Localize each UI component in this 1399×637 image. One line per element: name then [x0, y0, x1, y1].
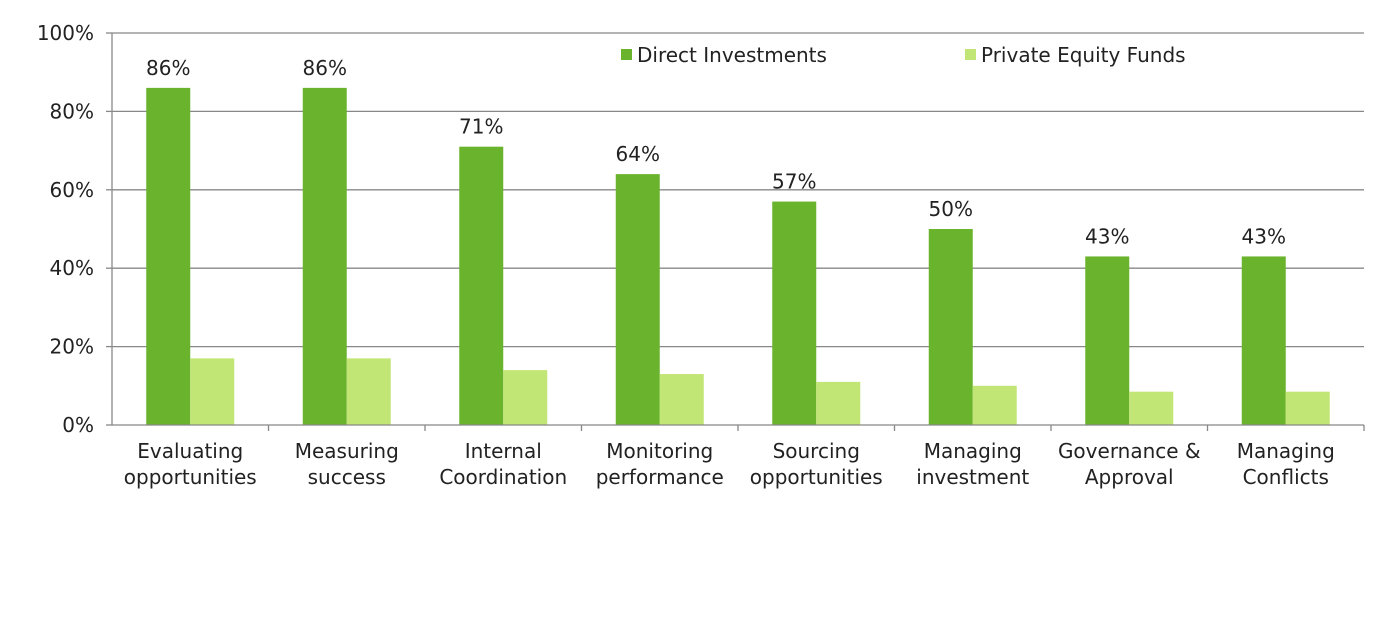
legend-swatch-direct-investments [621, 49, 632, 60]
bar-direct-investments [615, 174, 660, 425]
x-category-label: Internal Coordination [439, 439, 567, 489]
bar-private-equity-funds [346, 358, 391, 425]
gridlines [112, 32, 1364, 348]
bar-direct-investments [146, 87, 191, 425]
x-category-label-line: Managing [1237, 439, 1335, 463]
x-category-label: Managing investment [916, 439, 1029, 489]
y-tick-label: 80% [50, 99, 94, 123]
x-category-label: Governance & Approval [1058, 439, 1201, 489]
x-category-label: Measuring success [295, 439, 399, 489]
bar-private-equity-funds [190, 358, 235, 425]
bar-private-equity-funds [816, 381, 861, 425]
y-tick-label: 40% [50, 256, 94, 280]
x-category-label-line: opportunities [124, 465, 257, 489]
data-label: 57% [772, 170, 816, 194]
x-category-label-line: Evaluating [137, 439, 243, 463]
legend-label-private-equity-funds: Private Equity Funds [981, 43, 1186, 67]
x-category-label-line: Coordination [439, 465, 567, 489]
x-category-label: Sourcing opportunities [750, 439, 883, 489]
data-label: 43% [1085, 224, 1129, 248]
bar-direct-investments [1085, 256, 1130, 425]
y-tick-label: 100% [37, 21, 94, 45]
x-category-label: Managing Conflicts [1237, 439, 1335, 489]
legend-swatch-private-equity-funds [965, 49, 976, 60]
legend: Direct Investments Private Equity Funds [621, 43, 1186, 67]
data-label: 50% [929, 197, 973, 221]
bar-direct-investments [302, 87, 347, 425]
x-category-label-line: Governance & [1058, 439, 1201, 463]
axes [111, 33, 1365, 431]
data-label: 43% [1242, 224, 1286, 248]
data-label: 64% [616, 142, 660, 166]
bar-direct-investments [1241, 256, 1286, 425]
bar-direct-investments [459, 146, 504, 425]
x-category-label-line: opportunities [750, 465, 883, 489]
x-category-label-line: Approval [1085, 465, 1174, 489]
x-category-label: Evaluating opportunities [124, 439, 257, 489]
x-category-label: Monitoring performance [596, 439, 724, 489]
data-label: 86% [303, 56, 347, 80]
bar-private-equity-funds [503, 370, 548, 425]
data-labels: 86% 86% 71% 64% 57% 50% 43% 43% [146, 56, 1286, 249]
data-label: 86% [146, 56, 190, 80]
x-category-label-line: Conflicts [1243, 465, 1329, 489]
bar-private-equity-funds [659, 374, 704, 425]
x-category-label-line: Measuring [295, 439, 399, 463]
bars [146, 87, 1330, 425]
bar-private-equity-funds [972, 385, 1017, 425]
x-category-label-line: Sourcing [773, 439, 860, 463]
y-tick-label: 20% [50, 335, 94, 359]
x-category-label-line: Managing [924, 439, 1022, 463]
bar-private-equity-funds [1285, 391, 1330, 425]
x-category-label-line: Internal [465, 439, 542, 463]
data-label: 71% [459, 115, 503, 139]
x-category-label-line: performance [596, 465, 724, 489]
x-category-label-line: Monitoring [606, 439, 713, 463]
x-category-label-line: success [308, 465, 386, 489]
legend-label-direct-investments: Direct Investments [637, 43, 827, 67]
x-category-label-line: investment [916, 465, 1029, 489]
bar-direct-investments [928, 229, 973, 425]
y-tick-label: 0% [62, 413, 94, 437]
y-axis-ticks: 0% 20% 40% 60% 80% 100% [37, 21, 112, 437]
bar-private-equity-funds [1129, 391, 1174, 425]
bar-direct-investments [772, 201, 817, 425]
y-tick-label: 60% [50, 178, 94, 202]
